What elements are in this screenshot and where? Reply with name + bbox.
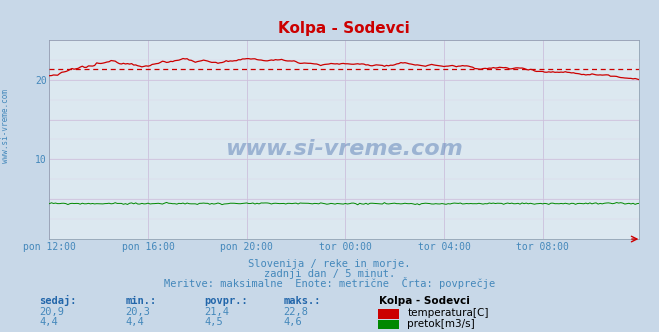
Text: Slovenija / reke in morje.: Slovenija / reke in morje. xyxy=(248,259,411,269)
Text: 4,5: 4,5 xyxy=(204,317,223,327)
Text: 4,4: 4,4 xyxy=(40,317,58,327)
Text: 20,3: 20,3 xyxy=(125,307,150,317)
Text: 20,9: 20,9 xyxy=(40,307,65,317)
Text: sedaj:: sedaj: xyxy=(40,295,77,306)
Text: 4,4: 4,4 xyxy=(125,317,144,327)
Text: temperatura[C]: temperatura[C] xyxy=(407,308,489,318)
Text: www.si-vreme.com: www.si-vreme.com xyxy=(1,89,10,163)
Title: Kolpa - Sodevci: Kolpa - Sodevci xyxy=(279,21,410,36)
Text: www.si-vreme.com: www.si-vreme.com xyxy=(225,139,463,159)
Text: pretok[m3/s]: pretok[m3/s] xyxy=(407,319,475,329)
Text: Meritve: maksimalne  Enote: metrične  Črta: povprečje: Meritve: maksimalne Enote: metrične Črta… xyxy=(164,277,495,289)
Text: povpr.:: povpr.: xyxy=(204,296,248,306)
Text: 4,6: 4,6 xyxy=(283,317,302,327)
Text: min.:: min.: xyxy=(125,296,156,306)
Text: Kolpa - Sodevci: Kolpa - Sodevci xyxy=(379,296,470,306)
Text: maks.:: maks.: xyxy=(283,296,321,306)
Text: 21,4: 21,4 xyxy=(204,307,229,317)
Text: zadnji dan / 5 minut.: zadnji dan / 5 minut. xyxy=(264,269,395,279)
Text: 22,8: 22,8 xyxy=(283,307,308,317)
